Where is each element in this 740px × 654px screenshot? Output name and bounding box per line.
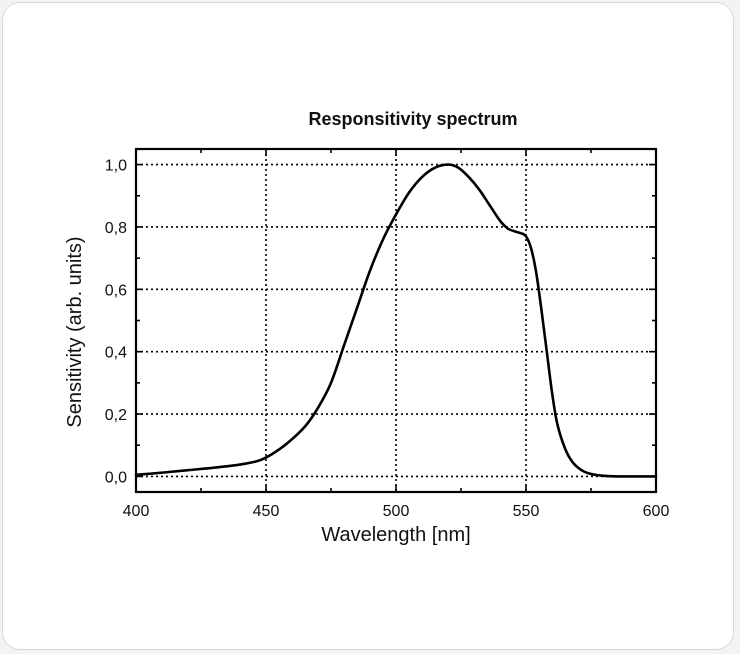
y-tick-label: 0,0 [105,469,127,486]
y-tick-label: 1,0 [105,158,127,175]
y-tick-label: 0,2 [105,407,127,424]
x-tick-labels: 400 450 500 550 600 [123,503,670,520]
x-tick-label: 600 [643,503,670,520]
grid-lines [136,149,656,492]
y-tick-label: 0,8 [105,220,127,237]
series-line [134,163,658,478]
chart-title: Responsitivity spectrum [308,109,517,129]
y-axis-label: Sensitivity (arb. units) [64,236,86,427]
x-axis-label: Wavelength [nm] [321,524,470,546]
y-tick-labels: 0,0 0,2 0,4 0,6 0,8 1,0 [105,158,127,487]
x-tick-label: 450 [253,503,280,520]
y-tick-label: 0,6 [105,282,127,299]
y-tick-label: 0,4 [105,345,127,362]
x-tick-label: 400 [123,503,150,520]
plot-frame [134,147,658,494]
x-tick-label: 550 [513,503,540,520]
x-tick-label: 500 [383,503,410,520]
